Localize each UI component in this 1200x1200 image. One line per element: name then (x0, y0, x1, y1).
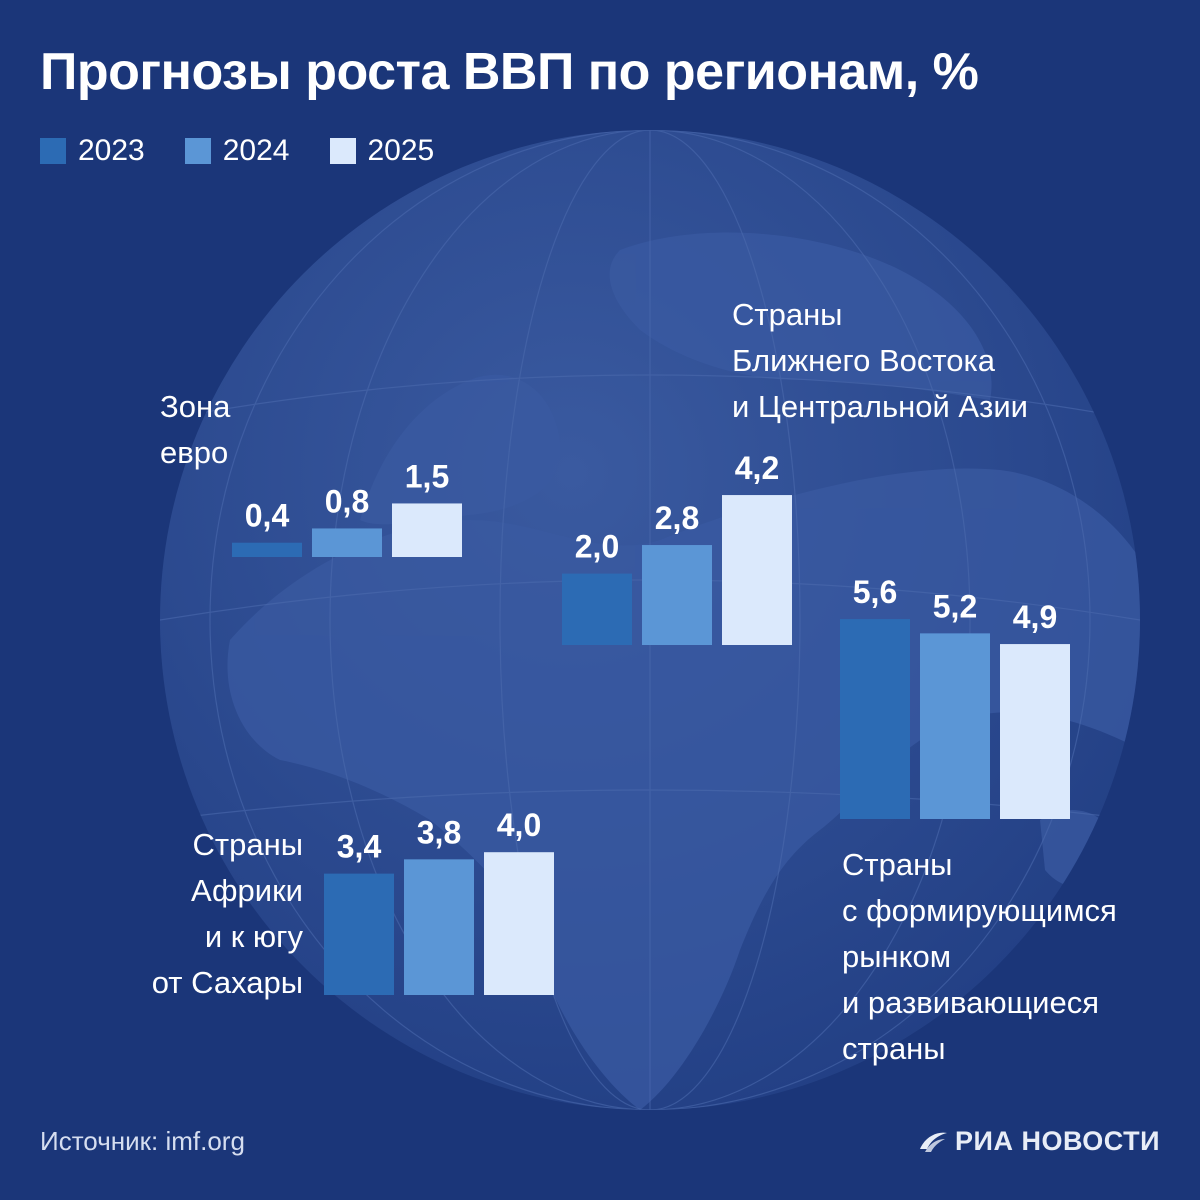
region-label-line: Зона (160, 389, 231, 424)
value-label-emerging-2025: 4,9 (1013, 599, 1057, 635)
region-label-eurozone: Зона евро (160, 384, 230, 476)
brand-name: РИА НОВОСТИ (955, 1126, 1160, 1156)
legend-swatch-2024 (184, 138, 211, 164)
region-label-sub-saharan: Страны Африки и к югу от Сахары (152, 822, 303, 1006)
ria-swoosh-icon (920, 1132, 948, 1152)
value-label-emerging-2023: 5,6 (853, 574, 897, 610)
bar-sub-saharan-2025 (484, 852, 554, 995)
bar-emerging-2023 (840, 619, 910, 819)
region-label-line: Страны (732, 297, 843, 332)
region-label-line: Африки (191, 873, 303, 908)
bar-sub-saharan-2024 (404, 859, 474, 995)
legend: 2023 2024 2025 (40, 134, 474, 168)
region-label-line: и Центральной Азии (732, 389, 1028, 424)
source-note: Источник: imf.org (40, 1126, 245, 1156)
bar-eurozone-2024 (312, 528, 382, 557)
region-label-line: и к югу (204, 919, 303, 954)
bar-emerging-2024 (920, 633, 990, 819)
region-label-line: рынком (842, 939, 952, 974)
region-label-line: и развивающиеся (842, 985, 1100, 1020)
region-label-line: евро (160, 435, 229, 470)
bar-middle-east-2025 (722, 495, 792, 645)
bar-sub-saharan-2023 (324, 873, 394, 995)
bar-eurozone-2023 (232, 542, 302, 557)
legend-item-2025: 2025 (329, 134, 435, 168)
legend-label-2024: 2024 (222, 134, 290, 167)
region-label-line: Страны (842, 847, 953, 882)
value-label-sub-saharan-2024: 3,8 (417, 814, 461, 850)
value-label-middle-east-2025: 4,2 (735, 450, 779, 486)
legend-swatch-2025 (329, 138, 356, 164)
legend-label-2025: 2025 (367, 134, 435, 167)
value-label-middle-east-2023: 2,0 (575, 529, 619, 565)
legend-item-2023: 2023 (40, 134, 145, 168)
region-label-line: с формирующимся (842, 893, 1117, 928)
value-label-eurozone-2025: 1,5 (405, 458, 449, 494)
region-label-middle-east: Страны Ближнего Востока и Центральной Аз… (732, 292, 1028, 430)
brand: РИА НОВОСТИ (917, 1126, 1160, 1157)
legend-label-2023: 2023 (78, 134, 145, 167)
legend-item-2024: 2024 (184, 134, 290, 168)
bar-middle-east-2024 (642, 545, 712, 645)
value-label-eurozone-2023: 0,4 (245, 498, 290, 534)
region-label-line: Страны (192, 827, 303, 862)
value-label-middle-east-2024: 2,8 (655, 500, 699, 536)
bar-eurozone-2025 (392, 503, 462, 557)
region-label-emerging: Страны с формирующимся рынком и развиваю… (842, 842, 1117, 1072)
region-label-line: от Сахары (151, 965, 303, 1000)
value-label-sub-saharan-2025: 4,0 (497, 807, 541, 843)
region-label-line: Ближнего Востока (732, 343, 995, 378)
value-label-sub-saharan-2023: 3,4 (337, 829, 382, 865)
legend-swatch-2023 (40, 138, 66, 164)
chart-title: Прогнозы роста ВВП по регионам, % (40, 43, 979, 101)
bar-emerging-2025 (1000, 644, 1070, 819)
value-label-eurozone-2024: 0,8 (325, 483, 369, 519)
region-label-line: страны (842, 1031, 946, 1066)
bar-middle-east-2023 (562, 573, 632, 645)
value-label-emerging-2024: 5,2 (933, 588, 977, 624)
